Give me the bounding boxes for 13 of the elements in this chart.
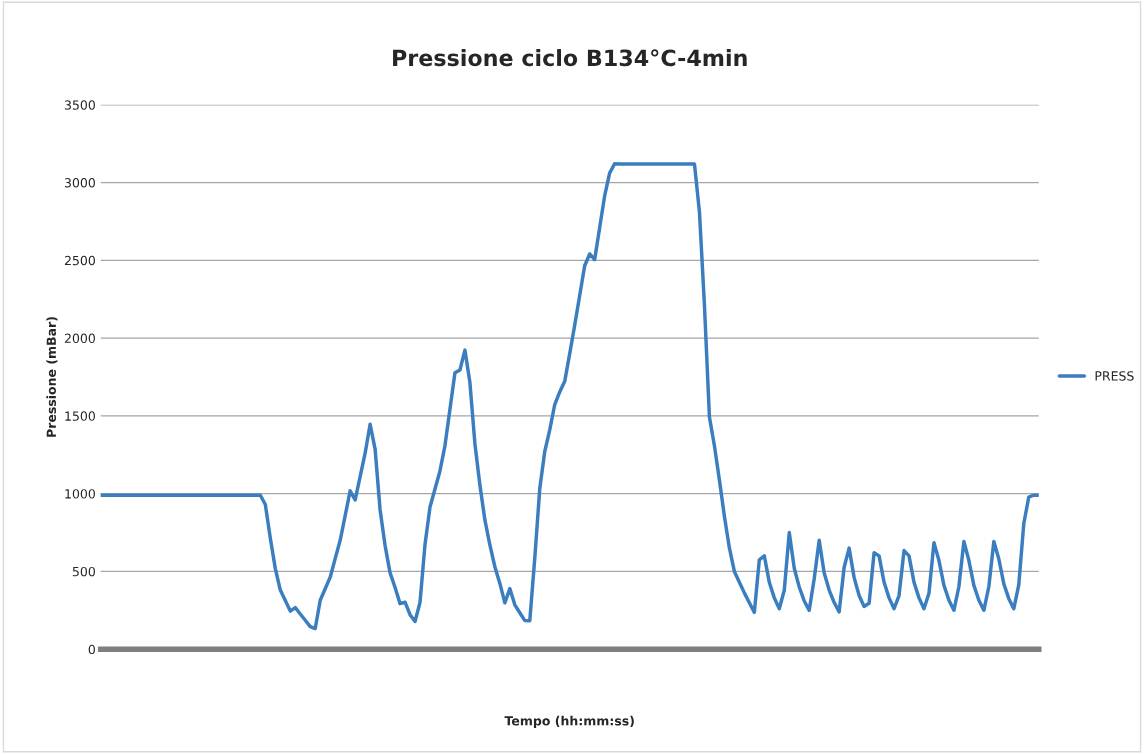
y-tick-label: 0 <box>88 644 95 655</box>
chart-title: Pressione ciclo B134°C-4min <box>393 49 747 67</box>
x-axis-title: Tempo (hh:mm:ss) <box>504 715 634 728</box>
y-tick-label: 2000 <box>64 333 95 344</box>
y-axis-title: Pressione (mBar) <box>46 317 58 437</box>
legend-label: PRESS <box>1095 371 1134 381</box>
y-tick-label: 2500 <box>64 255 95 266</box>
y-tick-label: 3500 <box>64 100 95 110</box>
y-tick-label: 500 <box>72 566 95 577</box>
y-tick-label: 3000 <box>64 178 95 188</box>
y-tick-label: 1000 <box>65 489 95 499</box>
y-tick-label: 1500 <box>65 411 95 421</box>
line-series <box>100 162 1039 631</box>
